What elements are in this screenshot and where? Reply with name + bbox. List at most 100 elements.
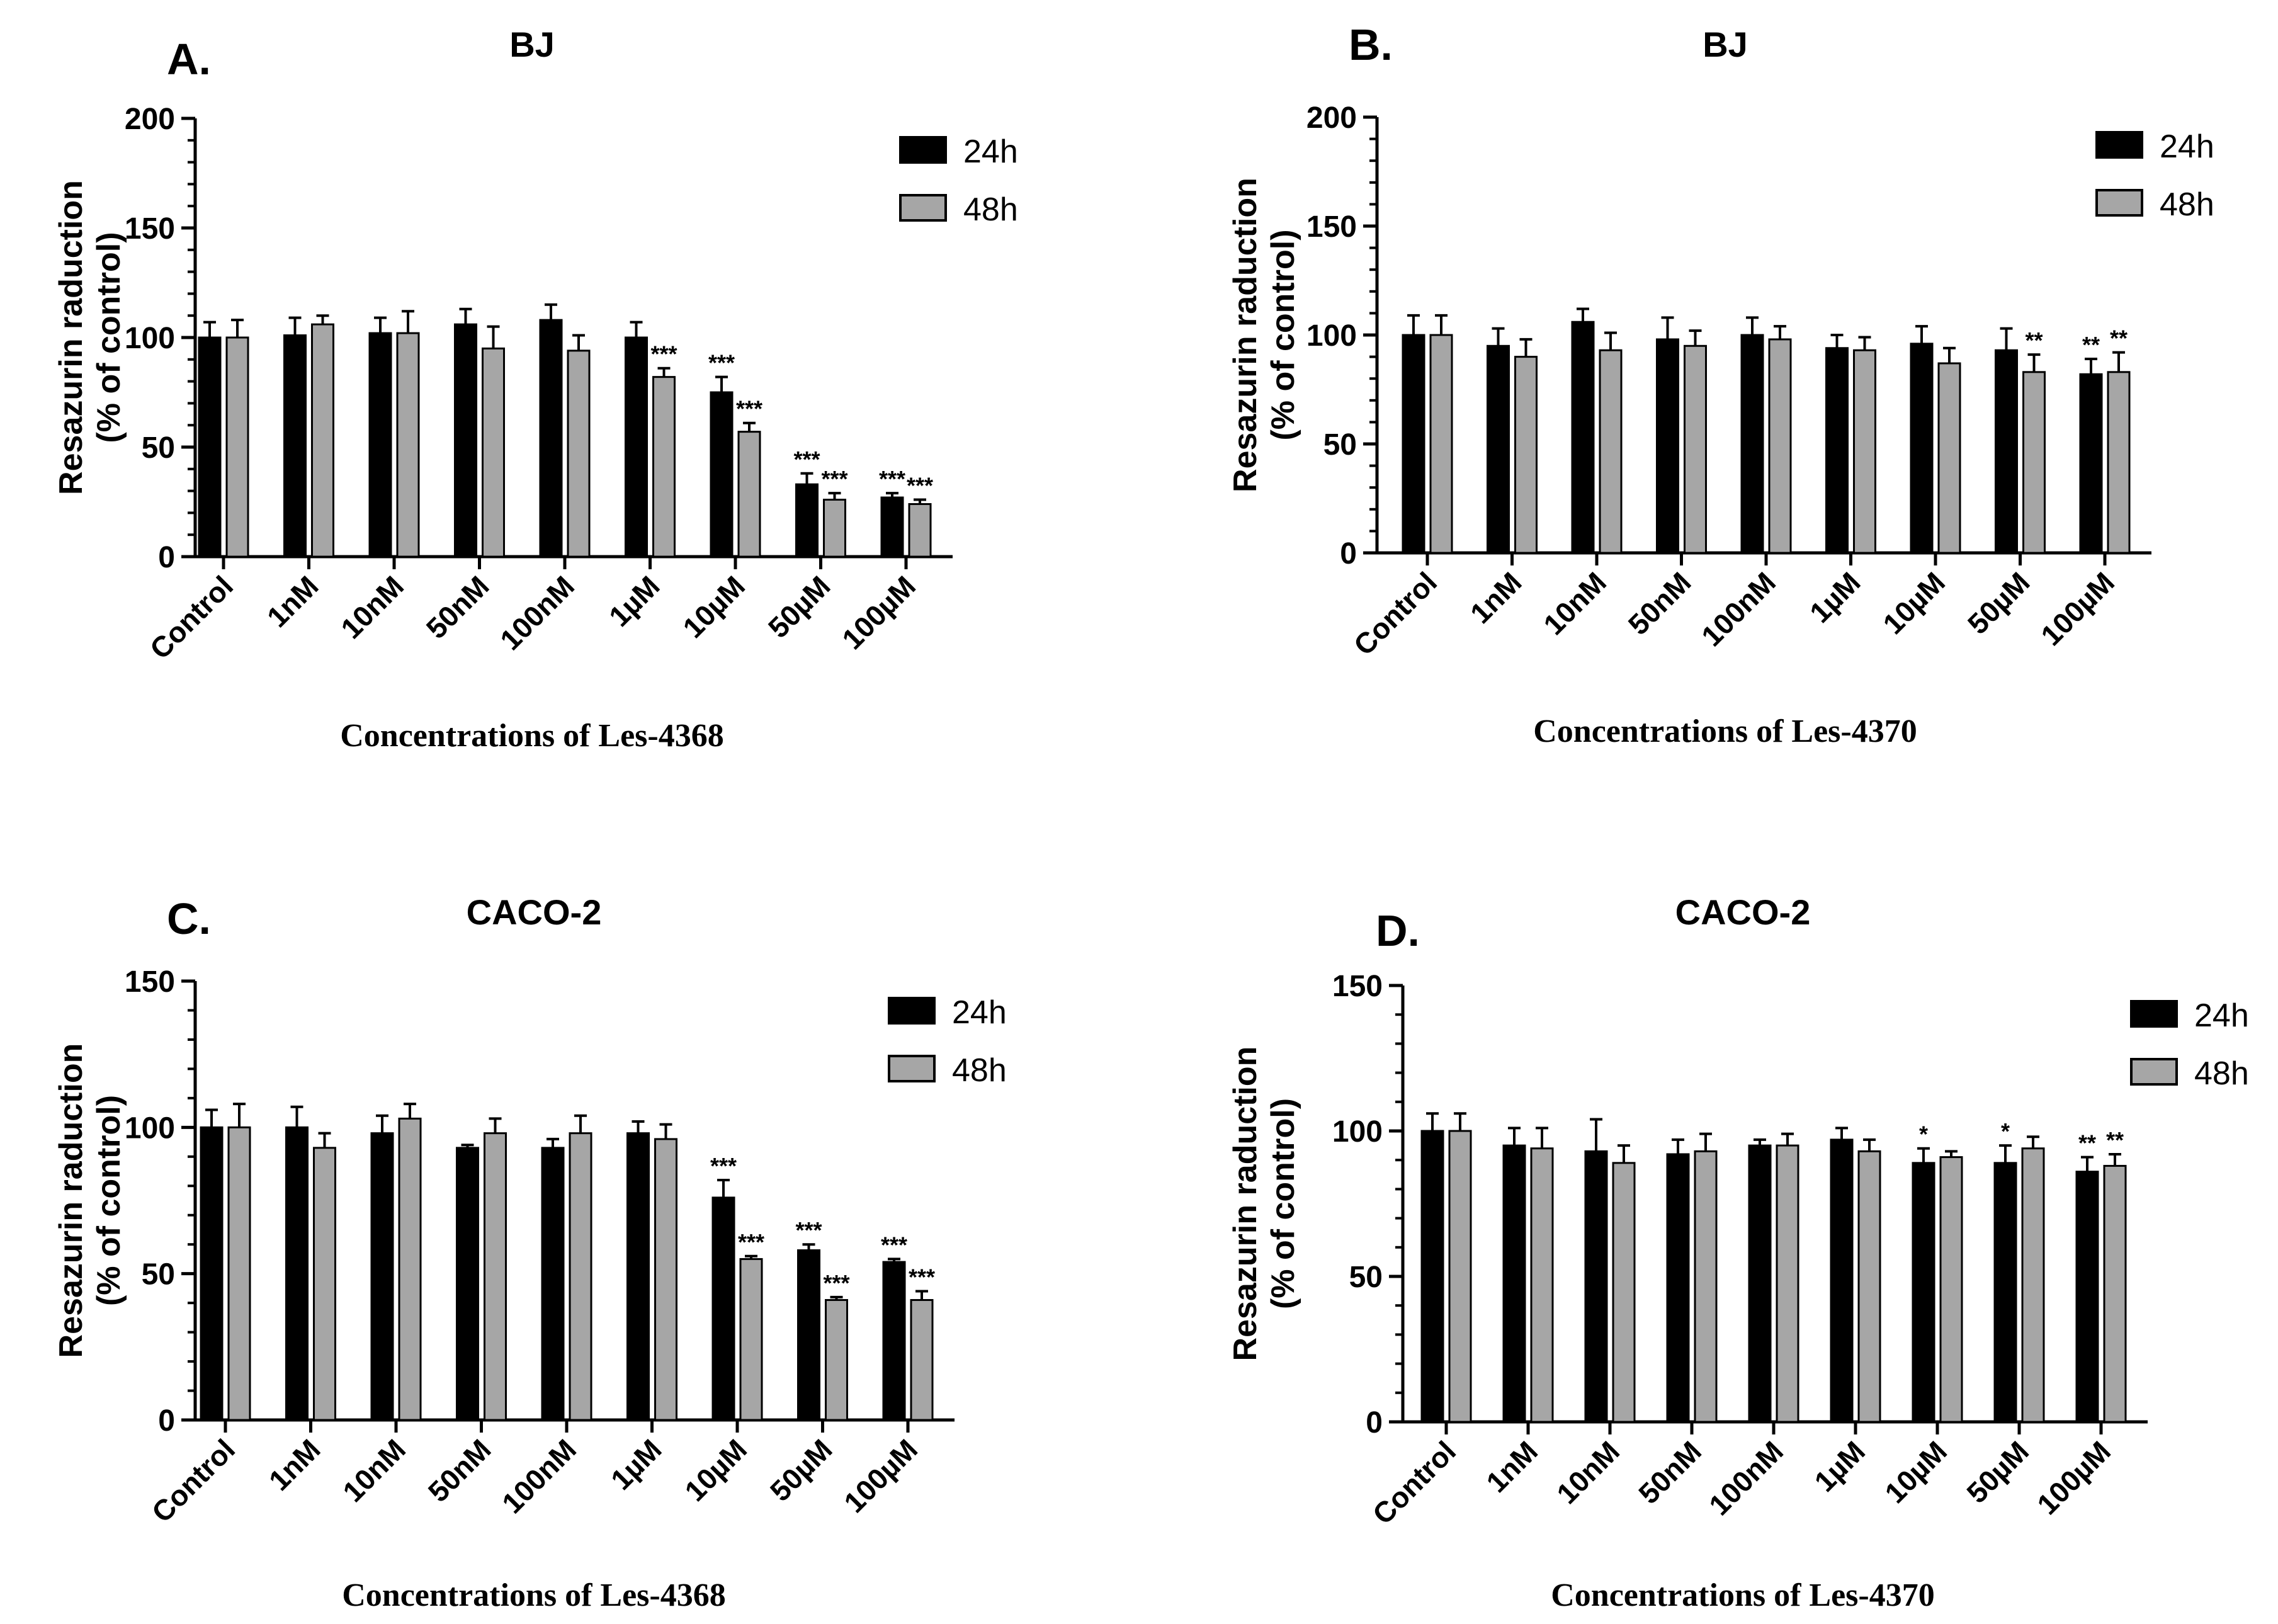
bar-24h — [1502, 1144, 1526, 1423]
significance-mark: * — [1919, 1121, 1928, 1147]
bar-48h — [569, 1132, 592, 1421]
significance-mark: ** — [2078, 1130, 2096, 1156]
legend-label-24h: 24h — [952, 994, 1007, 1031]
y-axis-label-line2: (% of control) — [91, 1095, 127, 1306]
x-tick-label: 10nM — [336, 1433, 412, 1508]
x-tick-label: 50nM — [1622, 565, 1697, 641]
x-tick-label: 100µM — [837, 1433, 924, 1519]
bar-48h — [1694, 1150, 1718, 1423]
x-tick-label: 10nM — [1550, 1434, 1626, 1510]
bar-24h — [541, 1147, 565, 1421]
x-tick-label: Control — [1366, 1434, 1462, 1530]
legend-swatch-24h — [899, 136, 947, 164]
chart-panel-2: B. BJ 0 50 100 150 200 Resazurin raduction (% of… — [1227, 20, 2214, 749]
legend-swatch-24h — [2095, 131, 2143, 159]
bar-24h — [1487, 344, 1510, 554]
bar-24h — [625, 336, 648, 558]
y-tick-label: 0 — [158, 541, 175, 574]
x-tick-label: 50µM — [762, 569, 837, 644]
bar-24h — [797, 1249, 820, 1421]
bar-48h — [567, 349, 591, 558]
bar-24h — [539, 319, 563, 558]
bar-24h — [283, 334, 307, 558]
bar-48h — [652, 376, 676, 558]
significance-mark: * — [2001, 1118, 2010, 1144]
bar-48h — [739, 1258, 763, 1421]
bar-24h — [454, 323, 477, 558]
bar-24h — [626, 1132, 650, 1421]
x-tick-label: 100µM — [836, 569, 922, 656]
bar-48h — [825, 1298, 848, 1421]
chart-panel-1: A. BJ 0 50 100 150 200 Resazurin raduction (% of… — [53, 25, 1018, 754]
significance-mark: *** — [823, 1270, 849, 1296]
y-axis-label: Resazurin raduction (% of control) — [1227, 1047, 1301, 1361]
bar-24h — [198, 336, 222, 558]
x-tick-label: 1nM — [263, 1433, 327, 1497]
bar-24h — [1825, 347, 1849, 554]
y-axis-label-line2: (% of control) — [1265, 229, 1301, 440]
bar-48h — [1939, 1156, 1963, 1423]
bar-48h — [737, 431, 761, 558]
x-tick-label: Control — [144, 569, 239, 665]
legend-label-48h: 48h — [963, 191, 1018, 228]
bar-24h — [200, 1126, 224, 1421]
panel-letter: D. — [1376, 906, 1420, 955]
y-axis-label-line2: (% of control) — [91, 232, 127, 443]
bar-24h — [1912, 1162, 1935, 1423]
x-tick-label: 50nM — [1632, 1434, 1708, 1510]
bar-24h — [456, 1147, 479, 1421]
legend-label-48h: 48h — [952, 1052, 1007, 1089]
x-tick-label: 1µM — [1803, 565, 1867, 629]
y-tick-label: 150 — [1306, 210, 1357, 244]
y-tick-label: 200 — [125, 103, 175, 136]
significance-mark: *** — [881, 1232, 907, 1258]
bar-48h — [1612, 1162, 1636, 1423]
y-tick-label: 100 — [1306, 319, 1357, 353]
bar-48h — [1599, 349, 1623, 554]
y-tick-label: 50 — [1349, 1261, 1383, 1294]
y-tick-label: 50 — [142, 1258, 175, 1292]
bar-24h — [1571, 321, 1595, 554]
x-tick-label: 50µM — [764, 1433, 839, 1508]
bar-24h — [285, 1126, 309, 1421]
significance-mark: *** — [738, 1229, 764, 1255]
y-axis-label: Resazurin raduction (% of control) — [53, 1043, 127, 1358]
x-tick-label: 100µM — [2034, 565, 2121, 652]
bar-48h — [1937, 362, 1961, 554]
bar-24h — [2079, 373, 2103, 554]
bar-24h — [880, 496, 904, 558]
significance-mark: *** — [821, 466, 847, 492]
bar-24h — [1910, 343, 1934, 554]
bar-24h — [1830, 1139, 1854, 1423]
bar-24h — [795, 483, 819, 558]
x-tick-label: 1µM — [1808, 1434, 1871, 1498]
x-tick-label: 1nM — [1464, 565, 1528, 630]
x-tick-label: Control — [145, 1433, 241, 1528]
bar-48h — [227, 1126, 251, 1421]
panel-letter: B. — [1349, 20, 1393, 69]
y-tick-label: 100 — [125, 322, 175, 355]
y-axis-label-line1: Resazurin raduction — [1227, 1047, 1264, 1361]
y-tick-label: 0 — [1340, 537, 1357, 571]
bar-48h — [1429, 334, 1453, 554]
bar-48h — [225, 336, 249, 558]
bar-48h — [1857, 1150, 1881, 1423]
y-tick-label: 150 — [125, 965, 175, 999]
x-tick-label: 100nM — [1703, 1434, 1789, 1521]
bar-48h — [910, 1298, 934, 1421]
bar-24h — [370, 1132, 394, 1421]
bar-48h — [2107, 371, 2131, 554]
y-axis-label: Resazurin raduction (% of control) — [1227, 178, 1301, 492]
x-tick-label: 10µM — [676, 569, 751, 644]
significance-mark: *** — [793, 446, 820, 472]
bar-48h — [1853, 349, 1876, 554]
bar-48h — [2103, 1164, 2127, 1423]
x-tick-label: 50µM — [1960, 1434, 2035, 1509]
bar-48h — [2022, 371, 2046, 554]
x-tick-label: 1µM — [604, 1433, 668, 1496]
x-tick-label: 100nM — [1695, 565, 1782, 652]
legend-swatch-48h — [2095, 189, 2143, 217]
x-tick-label: 10nM — [1537, 565, 1612, 641]
bar-48h — [1448, 1130, 1472, 1423]
